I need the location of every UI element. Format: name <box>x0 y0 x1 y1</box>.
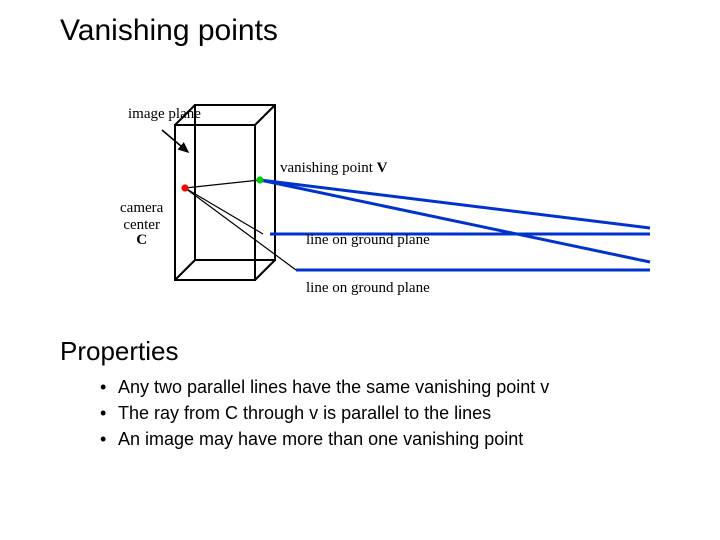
list-item: •Any two parallel lines have the same va… <box>100 374 549 400</box>
label-camera-center-l1: camera <box>120 200 163 217</box>
list-item-text: Any two parallel lines have the same van… <box>118 374 549 400</box>
label-vanishing-point: vanishing point V <box>280 160 388 177</box>
list-item-text: The ray from C through v is parallel to … <box>118 400 491 426</box>
label-camera-center-c: C <box>120 232 163 249</box>
label-image-plane: image plane <box>128 106 201 123</box>
label-vanishing-point-v: V <box>377 160 388 176</box>
label-ground-line-2: line on ground plane <box>306 280 430 297</box>
label-vanishing-point-text: vanishing point <box>280 160 377 176</box>
vanishing-point-diagram: image plane vanishing point V camera cen… <box>60 70 660 310</box>
list-item: •The ray from C through v is parallel to… <box>100 400 549 426</box>
properties-heading: Properties <box>60 336 179 367</box>
list-item: •An image may have more than one vanishi… <box>100 426 549 452</box>
properties-list: •Any two parallel lines have the same va… <box>100 374 549 452</box>
label-camera-center: camera center C <box>120 200 163 249</box>
page-title: Vanishing points <box>60 14 278 48</box>
label-ground-line-1: line on ground plane <box>306 232 430 249</box>
list-item-text: An image may have more than one vanishin… <box>118 426 523 452</box>
